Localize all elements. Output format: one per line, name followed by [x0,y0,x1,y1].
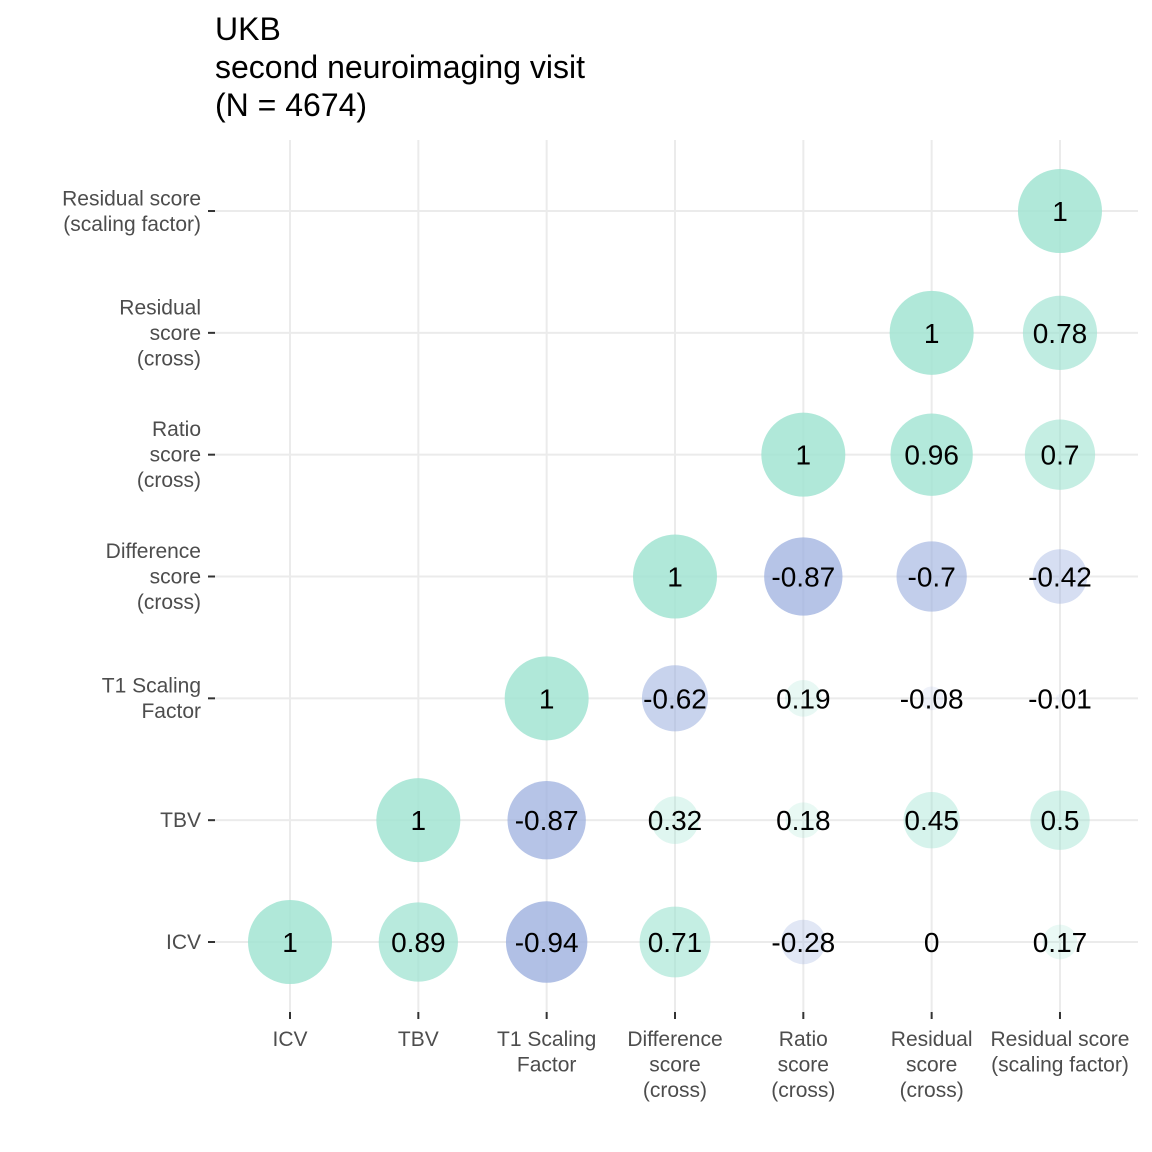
correlation-value: 1 [411,805,427,836]
correlation-value: 0 [924,927,940,958]
y-axis-label: score [150,322,201,345]
title-line-1: UKB [215,11,281,47]
correlation-value: -0.42 [1028,562,1092,593]
correlation-bubble [896,541,967,612]
correlation-value: 0.71 [648,927,703,958]
x-axis-label: score [906,1054,957,1077]
y-axis-label: (cross) [137,469,201,492]
correlation-value: 1 [539,683,555,714]
y-axis-label: T1 Scaling [102,675,201,698]
title-line-3: (N = 4674) [215,87,368,123]
correlation-bubble [639,906,711,978]
correlation-bubble [507,780,586,860]
x-axis-label: (cross) [643,1079,707,1102]
correlation-value: 0.5 [1041,805,1080,836]
correlation-bubble [376,778,461,863]
correlation-value: 1 [667,562,683,593]
correlation-bubble [651,796,699,844]
title-line-2: second neuroimaging visit [215,49,585,85]
correlation-bubble [1032,549,1088,604]
correlation-value: 0.78 [1033,318,1088,349]
correlation-bubble [378,902,458,982]
x-axis-label: Residual [891,1028,973,1051]
correlation-value: 1 [924,318,940,349]
y-axis-label: Ratio [152,418,201,441]
y-axis-label: Difference [106,540,201,563]
correlation-value: -0.87 [771,562,835,593]
correlation-bubble [1024,419,1096,490]
correlation-bubble [504,656,589,741]
correlation-bubble [919,686,944,711]
correlation-value: -0.7 [908,562,956,593]
correlation-bubble [761,412,846,497]
correlation-value: 1 [796,440,812,471]
x-axis-label: score [649,1054,700,1077]
correlation-value: 0.19 [776,683,831,714]
correlation-value: 1 [282,927,298,958]
y-axis-label: score [150,444,201,467]
correlation-bubble [632,534,717,619]
correlation-bubble [903,791,960,849]
x-axis-label: Ratio [779,1028,828,1051]
y-axis-label: ICV [166,931,201,954]
x-axis-label: T1 Scaling [497,1028,596,1051]
correlation-value: 0.45 [904,805,959,836]
correlation-bubble [248,900,332,984]
correlation-value: -0.28 [771,927,835,958]
correlation-value: -0.62 [643,683,707,714]
y-axis-label: Factor [141,700,201,723]
x-axis-label: Residual score [991,1028,1130,1051]
x-axis-label: Difference [627,1028,722,1051]
y-axis-label: (cross) [137,347,201,370]
correlation-bubble [889,290,974,375]
correlation-value: -0.87 [515,805,579,836]
chart-title: UKB second neuroimaging visit (N = 4674) [215,10,585,124]
x-axis-label: TBV [398,1028,439,1051]
correlation-bubble [1055,694,1065,703]
x-axis-label: (cross) [900,1079,964,1102]
correlation-value: -0.01 [1028,683,1092,714]
y-axis-label: (scaling factor) [63,213,201,236]
value-labels: 1 0.89 -0.94 0.71 -0.28 0 0.171 -0.87 0.32 0.18 0.… [282,196,1092,958]
correlation-value: 0.17 [1033,927,1088,958]
correlation-bubble [505,901,588,983]
correlation-bubble [1030,790,1090,850]
y-axis-label: Residual score [62,187,201,210]
correlation-bubble [785,680,822,717]
correlation-value: -0.94 [515,927,579,958]
x-axis-label: (scaling factor) [991,1054,1129,1077]
y-axis-label: Residual [119,296,201,319]
y-axis-label: TBV [160,809,201,832]
axis-ticks [208,210,1061,1019]
correlation-bubble [785,802,822,838]
correlation-bubble [1022,295,1098,370]
y-axis-label: score [150,566,201,589]
correlation-value: 0.89 [391,927,446,958]
correlation-value: 0.96 [904,440,959,471]
x-axis-labels: ICV TBV T1 ScalingFactorDifferencescore(cr… [272,1028,1129,1102]
correlation-value: 0.7 [1041,440,1080,471]
correlation-bubble [781,919,826,965]
correlation-bubble [764,537,843,616]
correlation-value: 0.32 [648,805,703,836]
bubbles [248,169,1102,984]
correlation-bubble [1042,924,1078,960]
y-axis-label: (cross) [137,591,201,614]
x-axis-label: Factor [517,1054,577,1077]
x-axis-label: ICV [272,1028,307,1051]
x-axis-label: (cross) [771,1079,835,1102]
correlation-bubble [890,413,973,496]
correlation-bubble [641,665,709,732]
x-axis-label: score [778,1054,829,1077]
correlation-value: 1 [1052,196,1068,227]
correlation-value: -0.08 [900,683,964,714]
correlation-value: 0.18 [776,805,831,836]
correlation-bubble [1017,169,1102,254]
